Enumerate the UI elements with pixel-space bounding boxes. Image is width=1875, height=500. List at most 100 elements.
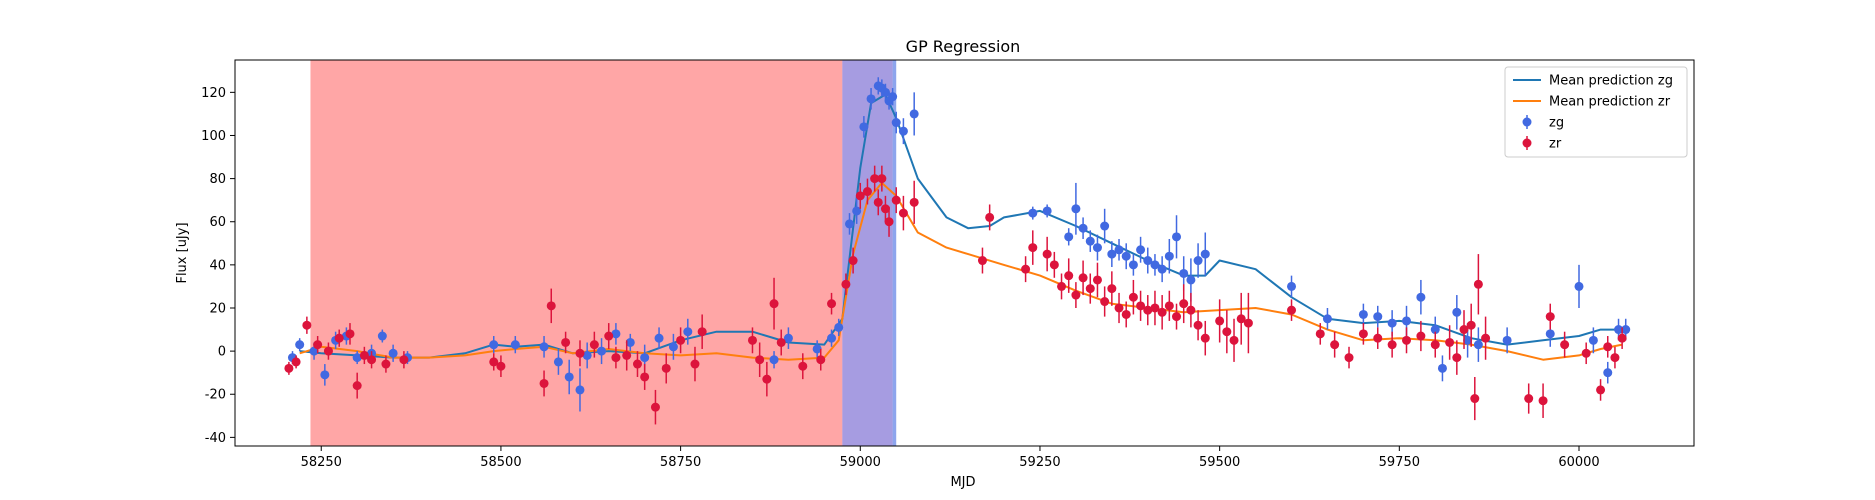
data-point [625, 337, 635, 347]
legend-label: zg [1549, 116, 1564, 131]
data-point [1617, 333, 1627, 343]
data-point [1085, 236, 1095, 246]
data-point [345, 329, 355, 339]
data-point [1107, 284, 1117, 294]
data-point [1114, 245, 1124, 255]
legend-label: Mean prediction zg [1549, 74, 1673, 89]
data-point [866, 94, 876, 104]
data-point [1215, 316, 1225, 326]
data-point [1121, 251, 1131, 261]
data-point [1100, 221, 1110, 231]
data-point [1621, 325, 1631, 335]
x-tick-label: 58250 [301, 455, 342, 470]
data-point [1466, 320, 1476, 330]
data-point [891, 195, 901, 205]
data-point [1193, 256, 1203, 266]
data-point [783, 333, 793, 343]
data-point [1121, 309, 1131, 319]
data-point [668, 342, 678, 352]
x-tick-label: 59750 [1379, 455, 1420, 470]
data-point [1287, 281, 1297, 291]
data-point [1085, 284, 1095, 294]
data-point [1193, 320, 1203, 330]
data-point [1042, 249, 1052, 259]
legend-label: Mean prediction zr [1549, 95, 1671, 110]
x-axis-ticks: 58250 58500 58750 59000 59250 59500 59750 60000 [301, 446, 1600, 470]
data-point [1473, 279, 1483, 289]
data-point [776, 337, 786, 347]
data-point [852, 206, 862, 216]
data-point [1596, 385, 1606, 395]
data-point [284, 363, 294, 373]
data-point [640, 353, 650, 363]
data-point [561, 337, 571, 347]
data-point [1071, 204, 1081, 214]
data-point [313, 340, 323, 350]
data-point [859, 122, 869, 132]
legend-frame [1504, 66, 1688, 158]
data-point [352, 381, 362, 391]
data-point [1114, 303, 1124, 313]
data-point [1071, 290, 1081, 300]
data-point [650, 402, 660, 412]
data-point [676, 335, 686, 345]
data-point [1078, 273, 1088, 283]
data-point [1452, 353, 1462, 363]
data-point [870, 174, 880, 184]
data-point [697, 327, 707, 337]
y-tick-label: 80 [209, 172, 226, 187]
data-point [1049, 260, 1059, 270]
y-tick-label: -20 [205, 388, 226, 403]
data-point [1416, 292, 1426, 302]
data-point [381, 359, 391, 369]
data-point [747, 335, 757, 345]
data-point [1172, 312, 1182, 322]
data-point [489, 340, 499, 350]
y-tick-label: 100 [201, 129, 226, 144]
data-point [1157, 307, 1167, 317]
data-point [1150, 303, 1160, 313]
data-point [1358, 329, 1368, 339]
data-point [302, 320, 312, 330]
data-point [1236, 314, 1246, 324]
data-point [1445, 337, 1455, 347]
data-point [1028, 208, 1038, 218]
data-point [1481, 333, 1491, 343]
data-point [769, 355, 779, 365]
data-point [539, 378, 549, 388]
data-point [323, 346, 333, 356]
data-point [1092, 243, 1102, 253]
data-point [1057, 281, 1067, 291]
data-point [884, 217, 894, 227]
data-point [1164, 301, 1174, 311]
data-point [816, 355, 826, 365]
data-point [1603, 342, 1613, 352]
data-point [291, 357, 301, 367]
data-point [1545, 312, 1555, 322]
data-point [1430, 340, 1440, 350]
data-point [1179, 299, 1189, 309]
data-point [1150, 260, 1160, 270]
data-point [841, 279, 851, 289]
data-point [1588, 335, 1598, 345]
data-point [1344, 353, 1354, 363]
data-point [855, 191, 865, 201]
data-point [1373, 312, 1383, 322]
data-point [1463, 335, 1473, 345]
data-point [575, 348, 585, 358]
data-point [1021, 264, 1031, 274]
data-point [1437, 363, 1447, 373]
data-point [632, 359, 642, 369]
data-point [898, 208, 908, 218]
data-point [1387, 340, 1397, 350]
data-point [1136, 301, 1146, 311]
data-point [873, 197, 883, 207]
data-point [862, 187, 872, 197]
x-tick-label: 60000 [1558, 455, 1599, 470]
data-point [539, 342, 549, 352]
shaded-regions [310, 60, 897, 446]
data-point [880, 204, 890, 214]
data-point [622, 350, 632, 360]
data-point [1078, 223, 1088, 233]
y-tick-label: 40 [209, 258, 226, 273]
